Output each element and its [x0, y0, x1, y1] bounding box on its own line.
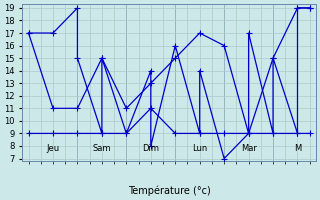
X-axis label: Température (°c): Température (°c): [128, 185, 211, 196]
